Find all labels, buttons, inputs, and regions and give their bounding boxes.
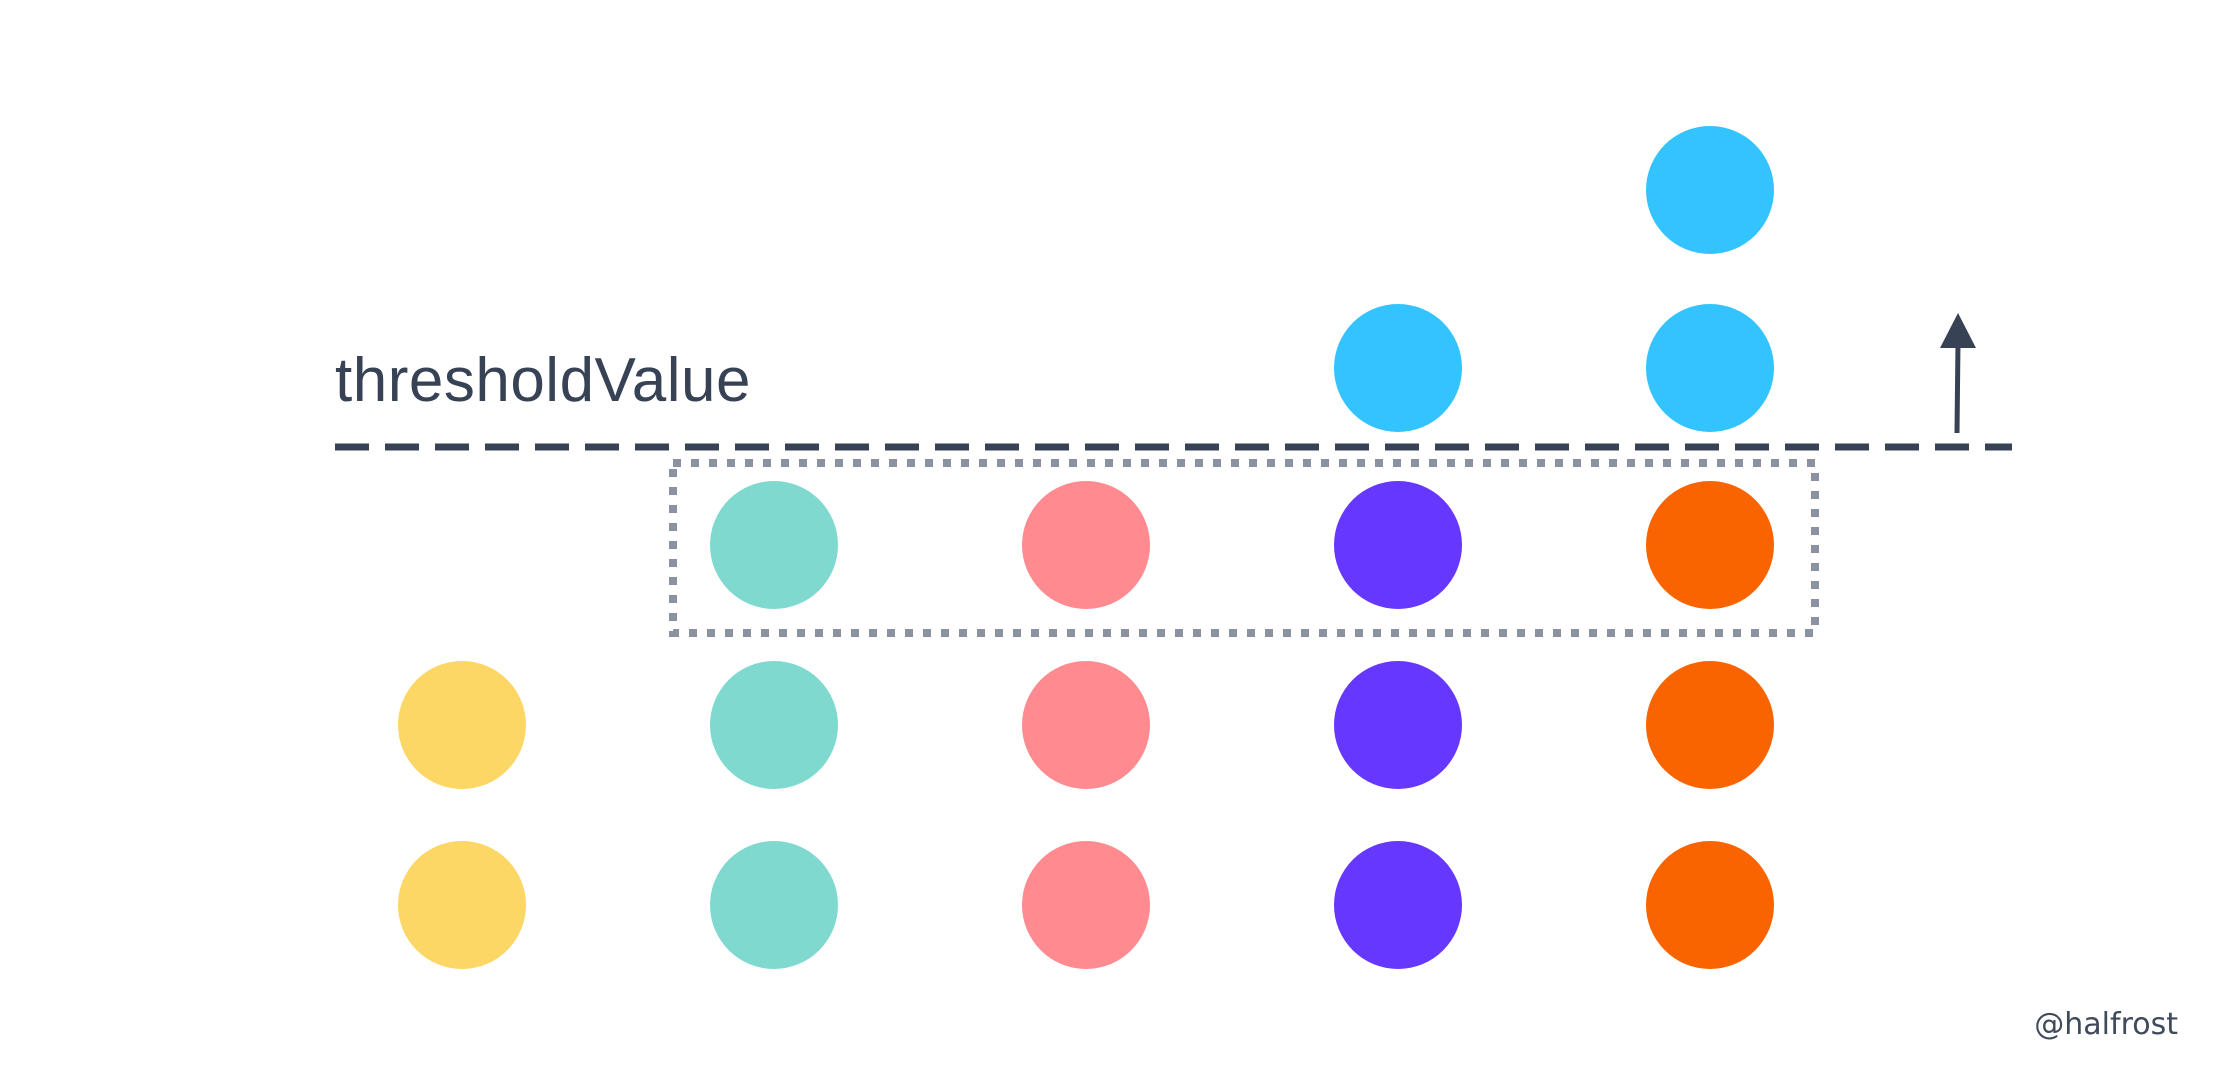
arrow-head [1940, 313, 1976, 348]
arrow-shaft [1954, 341, 1961, 434]
column-3-dot-2 [1022, 661, 1150, 789]
watermark: @halfrost [2034, 1007, 2178, 1042]
column-2-dot-1 [710, 841, 838, 969]
circles-group [398, 126, 1774, 969]
column-1-dot-2 [398, 661, 526, 789]
column-3-dot-3 [1022, 481, 1150, 609]
column-4-dot-1 [1334, 841, 1462, 969]
selection-box [669, 459, 1819, 637]
column-4-dot-2 [1334, 661, 1462, 789]
column-5-dot-3 [1646, 481, 1774, 609]
up-arrow-icon [1940, 313, 1976, 434]
column-5-dot-1 [1646, 841, 1774, 969]
column-4-dot-3 [1334, 481, 1462, 609]
column-4-above-dot-1 [1334, 304, 1462, 432]
column-2-dot-3 [710, 481, 838, 609]
column-5-dot-2 [1646, 661, 1774, 789]
column-3-dot-1 [1022, 841, 1150, 969]
threshold-label: thresholdValue [335, 346, 752, 415]
column-2-dot-2 [710, 661, 838, 789]
column-5-above-dot-2 [1646, 126, 1774, 254]
column-5-above-dot-1 [1646, 304, 1774, 432]
column-1-dot-1 [398, 841, 526, 969]
